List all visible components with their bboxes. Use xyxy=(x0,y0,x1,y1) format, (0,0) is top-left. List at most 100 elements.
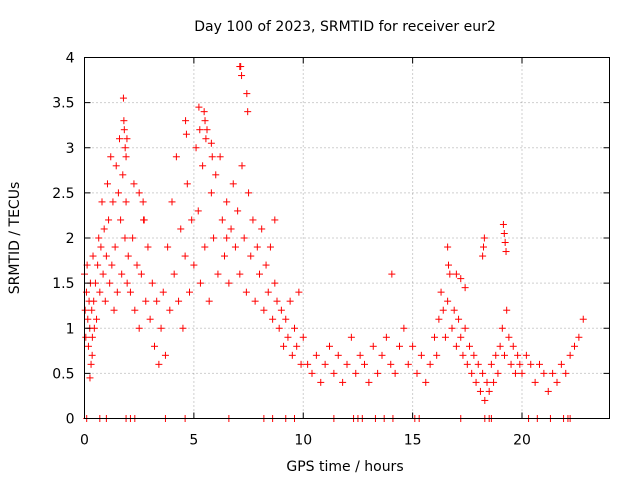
data-point xyxy=(207,189,215,197)
data-point xyxy=(135,324,143,332)
data-point xyxy=(95,234,103,242)
data-point xyxy=(195,103,203,111)
data-point xyxy=(258,225,266,233)
data-point xyxy=(437,288,445,296)
data-point xyxy=(201,117,209,125)
data-point xyxy=(89,252,97,260)
data-point xyxy=(404,360,412,368)
data-point xyxy=(93,315,101,323)
data-point xyxy=(90,324,98,332)
data-point xyxy=(494,369,502,377)
data-point xyxy=(455,315,463,323)
data-point xyxy=(96,288,104,296)
data-point xyxy=(196,279,204,287)
data-point xyxy=(441,333,449,341)
data-point xyxy=(122,153,130,161)
data-point xyxy=(579,315,587,323)
data-point xyxy=(223,198,231,206)
data-point xyxy=(100,225,108,233)
data-point xyxy=(480,234,488,242)
data-point xyxy=(575,333,583,341)
data-point xyxy=(439,306,447,314)
data-point xyxy=(157,324,165,332)
data-point xyxy=(536,360,543,368)
data-point xyxy=(202,135,210,143)
chart-title: Day 100 of 2023, SRMTID for receiver eur… xyxy=(194,19,496,35)
data-point xyxy=(133,261,141,269)
data-point xyxy=(293,342,301,350)
data-point xyxy=(107,153,115,161)
data-point xyxy=(109,198,117,206)
data-point xyxy=(137,270,145,278)
data-point xyxy=(130,180,138,188)
data-point xyxy=(448,324,456,332)
data-point xyxy=(308,369,316,377)
data-point xyxy=(245,189,253,197)
data-point xyxy=(251,297,259,305)
data-point xyxy=(531,378,539,386)
data-point xyxy=(299,333,307,341)
data-point xyxy=(97,243,105,251)
data-point xyxy=(549,369,557,377)
data-point xyxy=(312,351,320,359)
x-tick-label: 15 xyxy=(404,433,422,449)
data-point xyxy=(190,261,198,269)
data-point xyxy=(540,369,548,377)
data-point xyxy=(374,369,382,377)
data-point xyxy=(509,342,517,350)
data-point xyxy=(295,288,303,296)
data-point xyxy=(114,189,122,197)
data-point xyxy=(498,324,506,332)
data-point xyxy=(369,342,377,350)
data-point xyxy=(566,351,574,359)
x-tick-label: 5 xyxy=(189,433,198,449)
data-point xyxy=(280,342,288,350)
data-point xyxy=(91,279,99,287)
data-point xyxy=(326,342,333,350)
data-point xyxy=(446,270,454,278)
data-point xyxy=(396,342,403,350)
data-point xyxy=(84,342,92,350)
data-point xyxy=(218,216,226,224)
data-point xyxy=(450,306,458,314)
data-point xyxy=(522,351,530,359)
data-point xyxy=(148,279,156,287)
data-point xyxy=(151,342,158,350)
data-point xyxy=(199,162,207,170)
data-point xyxy=(216,153,224,161)
data-point xyxy=(501,239,509,247)
data-point xyxy=(188,216,196,224)
data-point xyxy=(426,360,434,368)
y-tick-label: 0.5 xyxy=(52,366,74,382)
data-point xyxy=(111,243,119,251)
data-point xyxy=(459,351,467,359)
data-point xyxy=(144,243,152,251)
x-tick-label: 10 xyxy=(294,433,312,449)
data-point xyxy=(155,360,163,368)
y-axis-label: SRMTID / TECUs xyxy=(7,182,23,295)
data-point xyxy=(166,306,174,314)
data-point xyxy=(227,225,235,233)
data-point xyxy=(116,135,123,143)
data-point xyxy=(544,387,552,395)
y-tick-label: 2 xyxy=(66,231,75,247)
data-point xyxy=(243,90,251,98)
data-point xyxy=(207,139,215,147)
data-point xyxy=(321,360,329,368)
data-point xyxy=(343,360,351,368)
x-axis-label: GPS time / hours xyxy=(286,459,403,475)
data-point xyxy=(269,315,277,323)
data-point xyxy=(444,297,452,305)
data-point xyxy=(500,229,508,237)
data-point xyxy=(88,351,96,359)
data-point xyxy=(153,297,161,305)
data-point xyxy=(249,216,257,224)
data-point xyxy=(90,297,98,305)
data-point xyxy=(200,108,208,116)
data-point xyxy=(492,351,500,359)
data-point xyxy=(234,207,242,215)
tick-labels-layer: 0 0.5 1 1.5 2 2.5 3 3.5 4 0 5 10 15 20 xyxy=(52,51,531,449)
data-point xyxy=(334,351,342,359)
data-point xyxy=(382,333,390,341)
data-point xyxy=(505,333,513,341)
